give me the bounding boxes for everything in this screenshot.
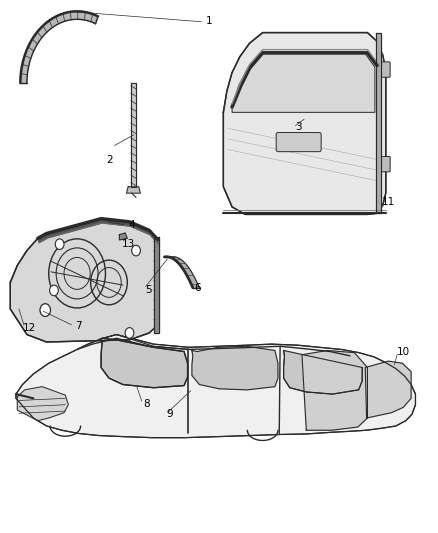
Polygon shape	[153, 237, 159, 333]
Text: 9: 9	[167, 409, 173, 419]
Polygon shape	[376, 33, 381, 213]
Polygon shape	[16, 335, 416, 438]
Text: 12: 12	[22, 322, 36, 333]
Polygon shape	[17, 386, 68, 421]
Polygon shape	[164, 257, 199, 288]
Text: 6: 6	[194, 283, 201, 293]
Circle shape	[55, 239, 64, 249]
Text: 4: 4	[128, 220, 135, 230]
Text: 10: 10	[397, 346, 410, 357]
Polygon shape	[120, 233, 127, 240]
Polygon shape	[365, 361, 411, 418]
Polygon shape	[11, 219, 158, 342]
FancyBboxPatch shape	[276, 133, 321, 152]
Text: 2: 2	[106, 155, 113, 165]
Polygon shape	[101, 338, 187, 387]
Text: 5: 5	[145, 285, 152, 295]
Polygon shape	[192, 346, 278, 390]
Circle shape	[125, 328, 134, 338]
Polygon shape	[127, 187, 141, 193]
FancyBboxPatch shape	[381, 62, 390, 77]
FancyBboxPatch shape	[381, 157, 390, 172]
Polygon shape	[20, 11, 98, 83]
Text: 13: 13	[122, 239, 135, 248]
Polygon shape	[232, 54, 375, 112]
Polygon shape	[223, 33, 386, 214]
Text: 3: 3	[295, 122, 302, 132]
Polygon shape	[38, 219, 159, 244]
Polygon shape	[284, 351, 362, 394]
Polygon shape	[131, 83, 136, 187]
Text: 7: 7	[75, 321, 82, 331]
Text: 1: 1	[206, 16, 213, 26]
Circle shape	[132, 245, 141, 256]
Text: 8: 8	[144, 399, 150, 409]
Circle shape	[49, 285, 58, 296]
Circle shape	[40, 304, 50, 317]
Polygon shape	[302, 351, 367, 430]
Text: 11: 11	[381, 197, 395, 207]
